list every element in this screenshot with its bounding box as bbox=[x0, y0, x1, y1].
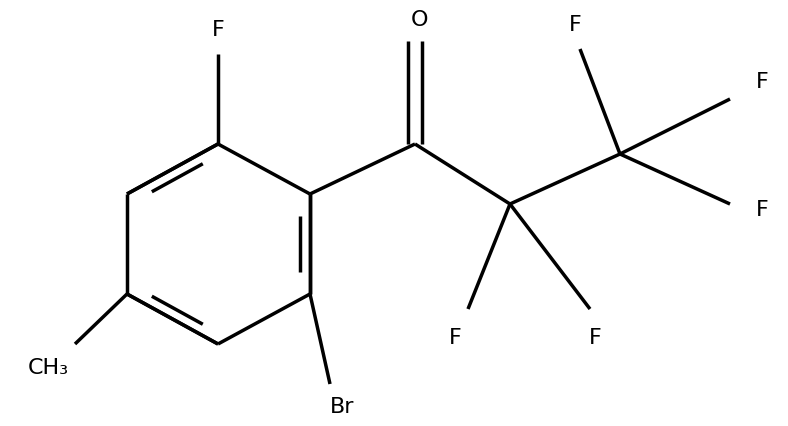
Text: F: F bbox=[212, 20, 225, 40]
Text: F: F bbox=[756, 72, 768, 92]
Text: F: F bbox=[589, 327, 601, 347]
Text: F: F bbox=[448, 327, 462, 347]
Text: F: F bbox=[569, 15, 582, 35]
Text: CH₃: CH₃ bbox=[28, 357, 69, 377]
Text: O: O bbox=[411, 10, 429, 30]
Text: Br: Br bbox=[329, 396, 355, 416]
Text: F: F bbox=[756, 199, 768, 219]
